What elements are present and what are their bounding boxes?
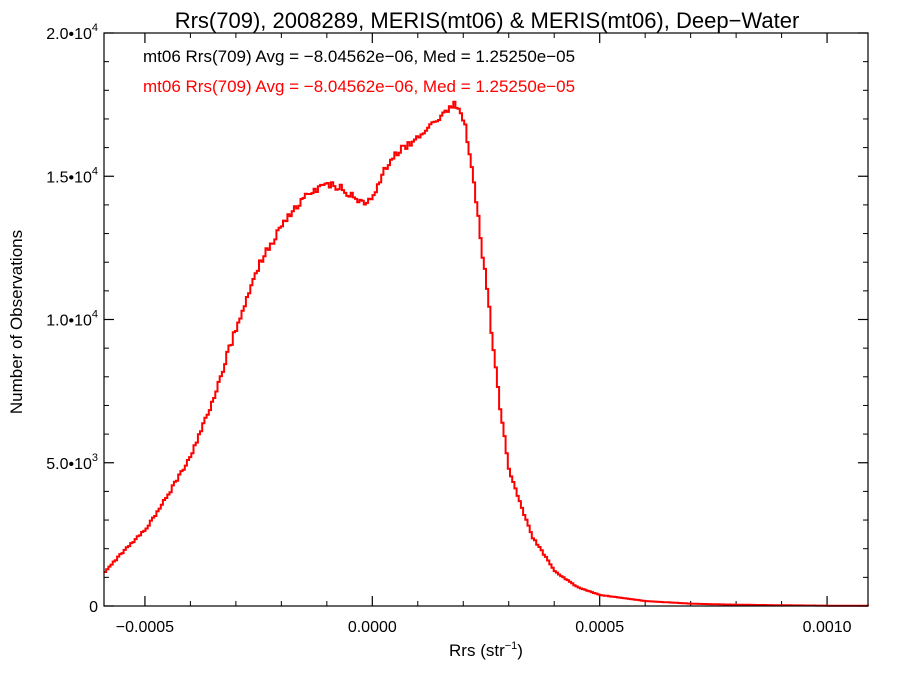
- x-axis-label: Rrs (str−1): [449, 640, 523, 660]
- annotation-black: mt06 Rrs(709) Avg = −8.04562e−06, Med = …: [143, 47, 575, 66]
- plot-frame: [103, 32, 869, 607]
- x-tick-label: 0.0005: [575, 619, 624, 636]
- chart-title: Rrs(709), 2008289, MERIS(mt06) & MERIS(m…: [175, 8, 800, 33]
- x-tick-label: 0.0000: [348, 619, 397, 636]
- x-tick-label: −0.0005: [116, 619, 174, 636]
- series-layer: [104, 100, 869, 607]
- y-tick-label: 5.0•103: [46, 452, 98, 473]
- y-tick-label: 2.0•104: [46, 22, 98, 43]
- histogram-series-line: [104, 100, 869, 607]
- y-axis-label: Number of Observations: [7, 230, 26, 414]
- x-tick-label: 0.0010: [803, 619, 852, 636]
- y-axis-ticks: 0 5.0•103 1.0•104 1.5•104 2.0•104: [46, 22, 868, 616]
- y-tick-label: 1.0•104: [46, 309, 98, 330]
- x-axis-ticks: −0.0005 0.0000 0.0005 0.0010: [116, 33, 852, 636]
- y-tick-label: 1.5•104: [46, 165, 98, 186]
- y-tick-label: 0: [89, 599, 98, 616]
- annotation-red: mt06 Rrs(709) Avg = −8.04562e−06, Med = …: [143, 77, 575, 96]
